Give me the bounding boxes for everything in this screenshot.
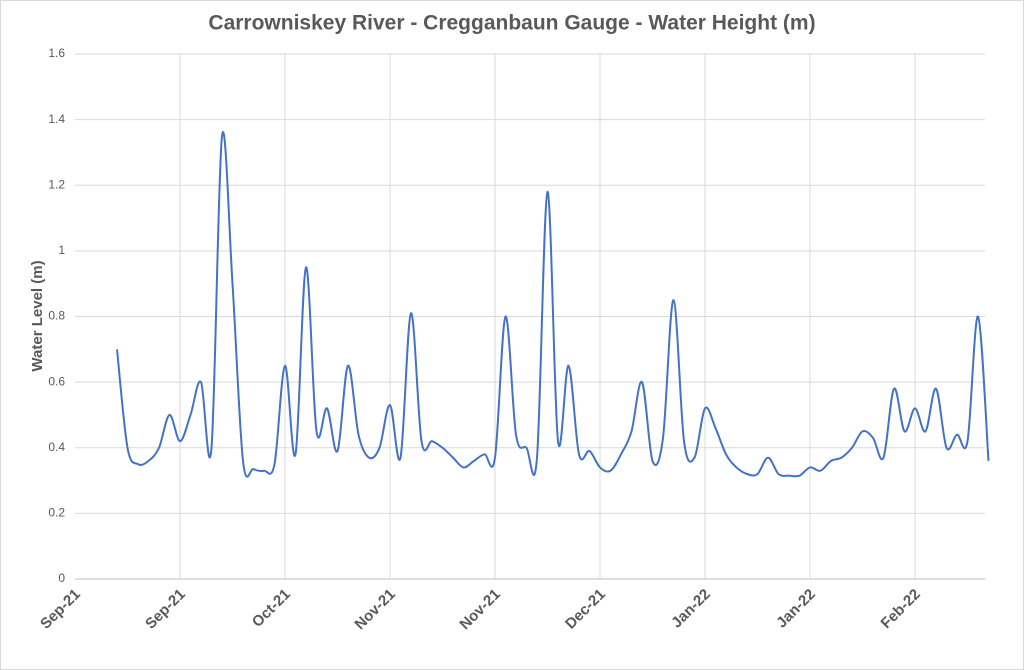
y-tick-label: 0.2 xyxy=(48,506,65,520)
y-axis-label: Water Level (m) xyxy=(29,260,46,371)
y-tick-label: 0 xyxy=(58,571,65,585)
y-tick-label: 1.4 xyxy=(48,112,65,126)
y-tick-label: 0.6 xyxy=(48,374,65,388)
y-tick-label: 0.8 xyxy=(48,309,65,323)
y-tick-label: 0.4 xyxy=(48,440,65,454)
y-tick-label: 1 xyxy=(58,243,65,257)
y-tick-label: 1.6 xyxy=(48,46,65,60)
data-line xyxy=(116,131,990,478)
chart-title: Carrowniskey River - Cregganbaun Gauge -… xyxy=(208,12,815,35)
y-tick-label: 1.2 xyxy=(48,177,65,191)
